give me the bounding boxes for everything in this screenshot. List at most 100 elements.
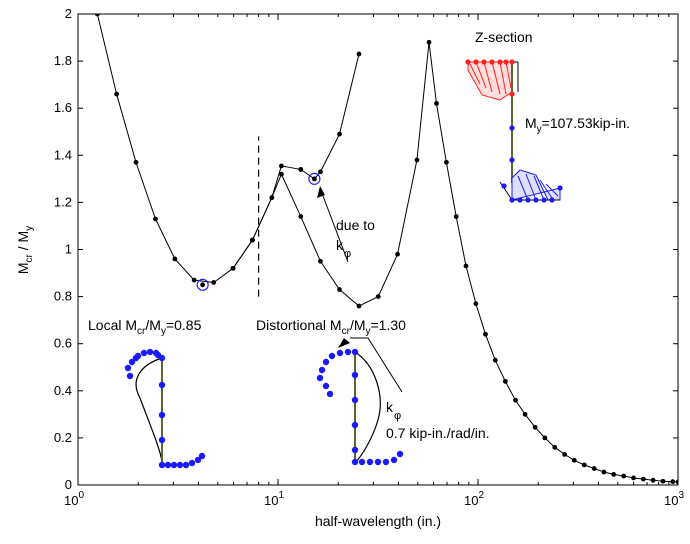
node-dot — [194, 456, 202, 464]
node-dot — [176, 461, 184, 469]
data-point — [492, 357, 498, 363]
data-point — [318, 258, 323, 264]
data-point — [522, 411, 528, 417]
data-point — [434, 101, 439, 106]
data-point — [298, 214, 304, 219]
node-dot — [198, 452, 206, 460]
node-dot — [366, 458, 374, 466]
data-point — [230, 265, 236, 271]
kphi-pointer — [350, 337, 403, 393]
data-point — [153, 216, 158, 222]
node-dot — [140, 349, 148, 357]
kphi-label-2: kφ — [386, 399, 401, 422]
node-dot — [154, 351, 162, 359]
data-point — [395, 251, 400, 257]
x-tick-label: 102 — [464, 490, 484, 508]
node-dot-red — [481, 59, 487, 65]
y-tick-label: 0.4 — [54, 383, 72, 398]
z-section-diagram — [465, 59, 563, 203]
data-point — [133, 159, 139, 165]
node-dot-blue — [525, 197, 531, 203]
y-tick-label: 2 — [65, 6, 72, 21]
node-dot-red — [465, 59, 471, 65]
x-tick-label: 100 — [64, 490, 84, 508]
bottom-flange-stress-hatch — [511, 169, 561, 201]
data-point — [670, 479, 676, 485]
y-tick-label: 0.8 — [54, 289, 72, 304]
data-point — [542, 435, 548, 441]
data-point — [298, 167, 304, 172]
node-dot — [336, 349, 344, 357]
node-dot-red — [503, 59, 509, 65]
local-label: Local Mcr/My=0.85 — [88, 317, 202, 337]
data-point — [621, 473, 627, 479]
highlight-marker — [196, 278, 209, 291]
node-dot-blue — [549, 197, 555, 203]
stiffness-label: 0.7 kip-in./rad/in. — [386, 425, 490, 441]
node-dot-blue — [501, 183, 507, 189]
node-dot — [382, 458, 390, 466]
data-point — [211, 280, 217, 285]
node-dot — [316, 374, 324, 382]
series-layer — [94, 14, 678, 485]
node-dot — [351, 446, 359, 454]
node-dot — [358, 458, 366, 466]
data-point — [502, 378, 508, 384]
y-axis-label: Mcr / My — [15, 226, 35, 274]
y-tick-label: 1.2 — [54, 194, 72, 209]
due-to-arrowhead — [317, 186, 325, 198]
data-point — [660, 478, 666, 484]
y-tick-label: 0 — [65, 477, 72, 492]
data-point — [318, 169, 323, 175]
node-dot — [351, 421, 359, 429]
node-dot — [128, 358, 136, 366]
data-point — [279, 171, 284, 177]
node-dot — [351, 371, 359, 379]
data-point — [426, 39, 432, 45]
data-point — [279, 163, 284, 169]
node-dot-blue — [517, 197, 523, 203]
data-point — [114, 91, 120, 97]
node-dot — [351, 348, 359, 356]
node-dot — [322, 358, 330, 366]
node-dot-blue — [509, 197, 515, 203]
data-point — [562, 451, 567, 457]
node-dot — [158, 381, 166, 389]
node-dot — [396, 450, 404, 458]
node-dot — [124, 364, 132, 372]
data-point — [337, 287, 342, 292]
data-point — [453, 214, 459, 219]
node-dot-blue — [541, 197, 547, 203]
node-dot-red — [509, 59, 515, 65]
data-point — [675, 479, 678, 485]
data-point — [552, 444, 558, 450]
x-axis: 100 101 102 103 — [64, 14, 684, 508]
data-point — [356, 303, 362, 309]
y-tick-label: 0.2 — [54, 430, 72, 445]
kphi-arrowhead — [338, 338, 350, 348]
highlight-marker-center — [311, 176, 317, 182]
x-tick-label: 103 — [664, 490, 684, 508]
node-dot — [326, 390, 334, 398]
due-to-label: due to — [336, 217, 375, 233]
node-dot-blue — [509, 157, 515, 163]
y-axis: 0 0.2 0.4 0.6 0.8 1 1.2 1.4 1.6 1.8 2 — [54, 6, 678, 492]
data-point — [473, 301, 479, 307]
node-dot — [322, 382, 330, 390]
distortional-label: Distortional Mcr/My=1.30 — [256, 317, 406, 337]
node-dot-blue — [533, 197, 539, 203]
node-dot-red — [473, 59, 479, 65]
node-dot — [390, 456, 398, 464]
y-tick-label: 0.6 — [54, 336, 72, 351]
data-point — [94, 14, 100, 17]
node-dot-blue — [557, 185, 563, 191]
my-label: My=107.53kip-in. — [525, 115, 630, 135]
node-dot — [146, 348, 154, 356]
data-point — [191, 277, 197, 283]
y-tick-label: 1.6 — [54, 100, 72, 115]
node-dot-red — [509, 91, 515, 97]
distortional-mode-shape — [316, 348, 404, 466]
kphi-label-1: kφ — [336, 237, 351, 260]
z-section-label: Z-section — [475, 29, 533, 45]
node-dot — [374, 458, 382, 466]
